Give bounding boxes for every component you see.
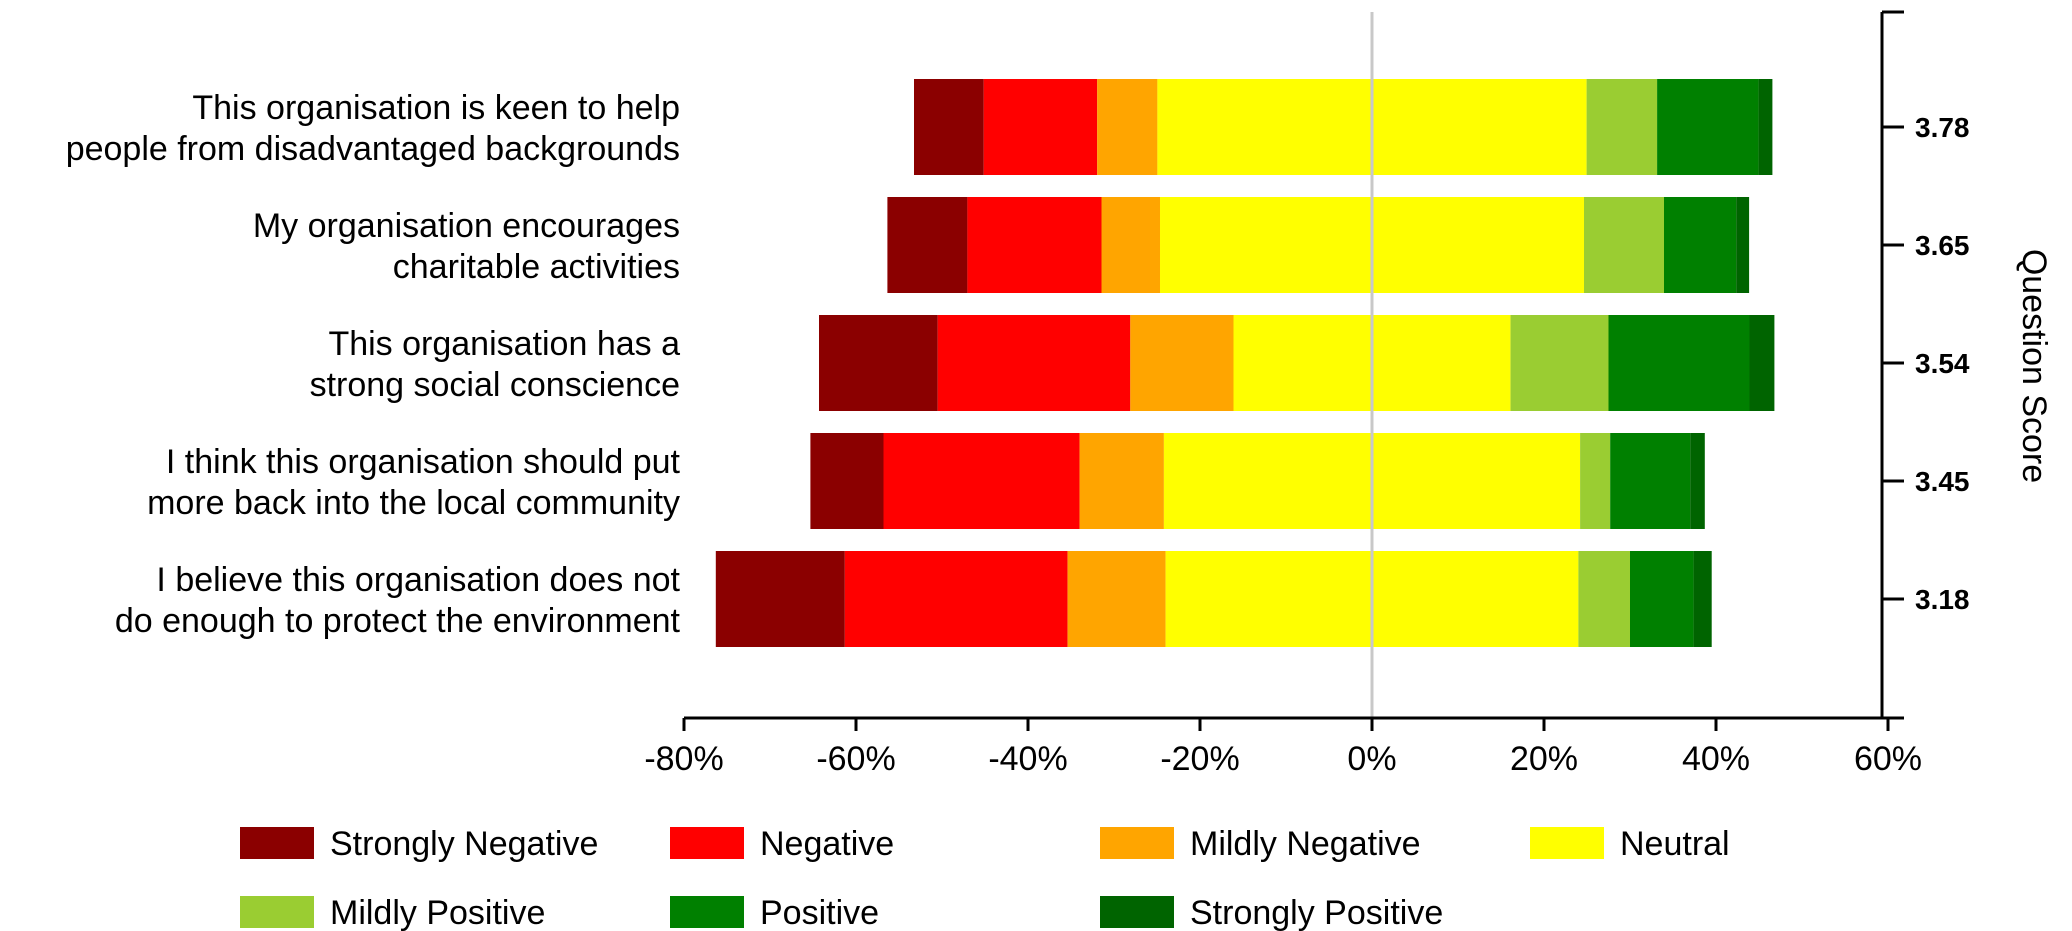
bars-group (715, 79, 1775, 647)
x-tick-label: -20% (1160, 740, 1239, 778)
bar-segment-strongly-negative (914, 79, 984, 175)
x-tick-label: -60% (816, 740, 895, 778)
bar-segment-positive (1610, 433, 1691, 529)
question-label: This organisation is keen to help people … (66, 89, 680, 168)
question-label: I think this organisation should put more… (147, 443, 680, 522)
bar-segment-positive (1657, 79, 1759, 175)
bar-segment-strongly-negative (887, 197, 968, 293)
bar-segment-strongly-positive (1693, 551, 1712, 647)
bar-segment-negative (937, 315, 1131, 411)
score-axis-title: Question Score (2015, 249, 2053, 483)
bar-segment-mildly-negative (1067, 551, 1166, 647)
score-label: 3.78 (1915, 112, 1970, 143)
x-axis: -80% -60% -40% -20% 0% 20% 40% 60% (644, 716, 1922, 778)
legend-label: Mildly Positive (330, 894, 545, 931)
question-label: This organisation has a strong social con… (310, 325, 681, 404)
bar-segment-negative (883, 433, 1080, 529)
bar-segment-mildly-positive (1578, 551, 1630, 647)
score-label: 3.45 (1915, 466, 1970, 497)
legend-label: Strongly Positive (1190, 894, 1443, 931)
bar-segment-positive (1608, 315, 1750, 411)
legend-label: Strongly Negative (330, 825, 598, 863)
legend-swatch (1100, 827, 1174, 859)
x-tick-label: 20% (1510, 740, 1578, 778)
legend-swatch (670, 896, 744, 928)
bar-segment-mildly-negative (1130, 315, 1234, 411)
bar-segment-strongly-positive (1758, 79, 1773, 175)
x-tick-label: -80% (644, 740, 723, 778)
bar-segment-strongly-positive (1736, 197, 1750, 293)
legend-label: Mildly Negative (1190, 825, 1421, 863)
score-axis: 3.78 3.65 3.54 3.45 3.18 (1880, 10, 1970, 720)
bar-segment-mildly-negative (1097, 79, 1158, 175)
score-label: 3.18 (1915, 584, 1970, 615)
bar-segment-negative (967, 197, 1102, 293)
legend-swatch (1530, 827, 1604, 859)
question-label: My organisation encourages charitable act… (253, 207, 680, 286)
legend-swatch (240, 896, 314, 928)
x-tick-label: 40% (1682, 740, 1750, 778)
legend-swatch (1100, 896, 1174, 928)
bar-segment-mildly-negative (1101, 197, 1160, 293)
legend-swatch (670, 827, 744, 859)
legend-label: Neutral (1620, 825, 1730, 863)
score-label: 3.65 (1915, 230, 1970, 261)
bar-segment-mildly-positive (1584, 197, 1664, 293)
x-tick-label: -40% (988, 740, 1067, 778)
x-tick-label: 0% (1347, 740, 1396, 778)
bar-segment-mildly-positive (1580, 433, 1611, 529)
question-labels: This organisation is keen to help people … (66, 89, 681, 640)
bar-segment-mildly-positive (1586, 79, 1658, 175)
bar-segment-mildly-negative (1079, 433, 1164, 529)
question-label: I believe this organisation does not do e… (115, 561, 681, 640)
bar-segment-strongly-positive (1749, 315, 1775, 411)
bar-segment-strongly-negative (810, 433, 884, 529)
bar-segment-strongly-positive (1690, 433, 1705, 529)
x-tick-label: 60% (1854, 740, 1922, 778)
bar-segment-strongly-negative (819, 315, 938, 411)
legend-label: Positive (760, 894, 879, 931)
bar-segment-negative (983, 79, 1098, 175)
bar-segment-mildly-positive (1510, 315, 1609, 411)
bar-segment-positive (1630, 551, 1694, 647)
score-label: 3.54 (1915, 348, 1970, 379)
legend: Strongly Negative Negative Mildly Negative… (240, 825, 1730, 931)
bar-segment-positive (1664, 197, 1737, 293)
bar-segment-negative (844, 551, 1068, 647)
bar-segment-strongly-negative (715, 551, 845, 647)
legend-swatch (240, 827, 314, 859)
legend-label: Negative (760, 825, 894, 863)
